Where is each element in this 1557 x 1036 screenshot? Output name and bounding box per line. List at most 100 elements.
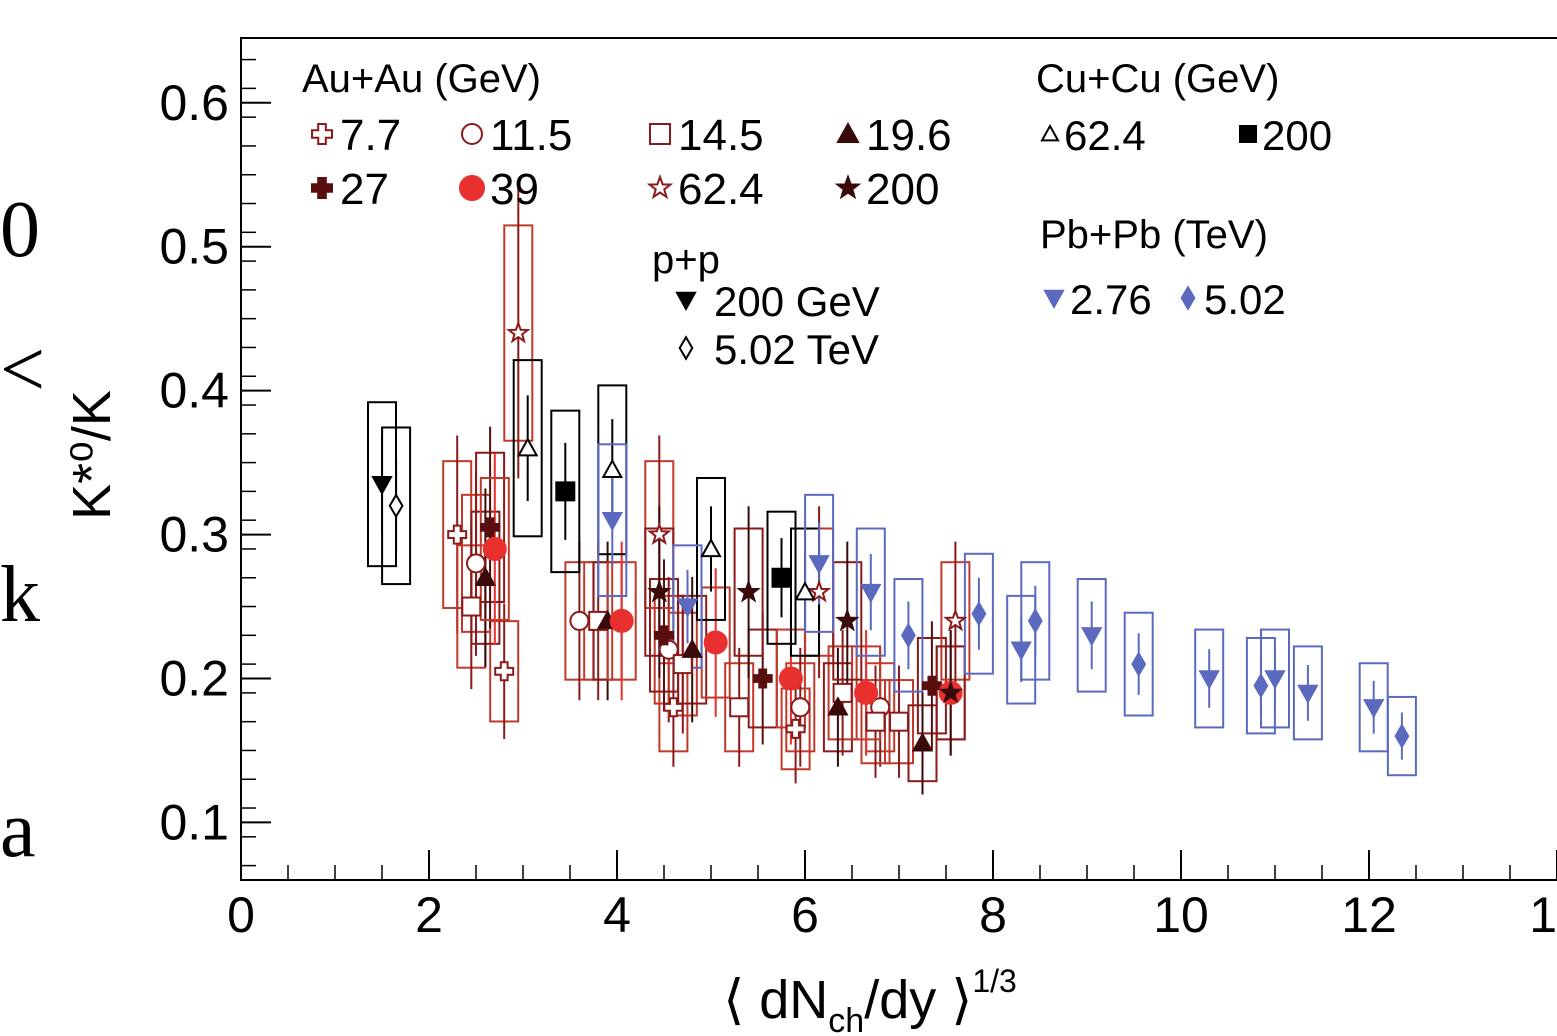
data-point bbox=[827, 696, 849, 716]
systematic-error-box bbox=[696, 476, 726, 621]
legend-label: 27 bbox=[340, 165, 389, 214]
data-point bbox=[736, 579, 761, 603]
legend-marker bbox=[459, 175, 485, 201]
data-point bbox=[889, 711, 909, 732]
data-point bbox=[752, 668, 773, 689]
data-point bbox=[601, 458, 623, 478]
data-point bbox=[461, 596, 482, 617]
legend-marker bbox=[836, 121, 860, 143]
y-axis-label: K*⁰/K bbox=[62, 390, 122, 520]
y-tick-label: 0.6 bbox=[159, 75, 229, 131]
data-point bbox=[806, 579, 832, 603]
data-point bbox=[371, 475, 393, 496]
cropped-margin-text-2: < bbox=[0, 326, 46, 414]
systematic-error-box bbox=[1194, 628, 1225, 729]
legend-title: Pb+Pb (TeV) bbox=[1040, 213, 1268, 257]
y-tick-label: 0.1 bbox=[159, 794, 229, 850]
plot-frame bbox=[240, 37, 1557, 881]
data-point bbox=[647, 521, 672, 545]
data-point bbox=[860, 583, 882, 604]
systematic-error-box bbox=[1386, 695, 1417, 777]
legend-marker bbox=[678, 335, 694, 361]
legend: Au+Au (GeV) 7.7 11.5 14.5 19.6 27 39 62.4 200 p+p… bbox=[302, 57, 1332, 373]
data-point bbox=[681, 638, 703, 658]
legend-title: Au+Au (GeV) bbox=[302, 57, 541, 101]
cropped-margin-text-1: 0 bbox=[0, 186, 40, 274]
y-tick-label: 0.3 bbox=[159, 507, 229, 563]
data-point bbox=[1081, 627, 1103, 647]
legend-marker bbox=[1180, 285, 1196, 311]
data-point bbox=[938, 680, 963, 704]
data-point bbox=[672, 654, 693, 675]
x-tick-label: 12 bbox=[1341, 887, 1397, 943]
systematic-error-box bbox=[766, 510, 797, 645]
x-axis-label: ⟨ dNch/dy ⟩1/3 bbox=[723, 963, 1017, 1036]
systematic-error-box bbox=[1076, 578, 1107, 693]
legend-label: 39 bbox=[490, 165, 539, 214]
data-point bbox=[1363, 699, 1385, 719]
data-point bbox=[1027, 608, 1043, 634]
data-point bbox=[771, 567, 792, 588]
legend-label: 7.7 bbox=[340, 111, 401, 160]
data-point bbox=[555, 481, 576, 502]
x-tick-label: 2 bbox=[415, 887, 443, 943]
legend-title: Cu+Cu (GeV) bbox=[1036, 57, 1279, 101]
data-point bbox=[609, 608, 634, 633]
systematic-error-box bbox=[1123, 611, 1154, 717]
legend-title: p+p bbox=[652, 238, 720, 282]
x-tick-label: 0 bbox=[227, 887, 255, 943]
legend-label: 2.76 bbox=[1070, 276, 1152, 323]
data-point bbox=[703, 630, 728, 655]
data-point bbox=[1394, 723, 1410, 749]
x-tick-label: 8 bbox=[979, 887, 1007, 943]
y-tick-label: 0.2 bbox=[159, 650, 229, 706]
cropped-margin-text-4: a bbox=[0, 786, 36, 874]
data-point bbox=[865, 711, 886, 732]
systematic-error-box bbox=[381, 426, 412, 586]
legend-marker bbox=[311, 123, 333, 145]
systematic-error-box bbox=[855, 527, 886, 657]
data-point bbox=[494, 661, 515, 682]
x-tick-label: 14 bbox=[1529, 887, 1557, 943]
x-tick-label: 4 bbox=[603, 887, 631, 943]
legend-marker bbox=[649, 123, 671, 145]
x-tick-label: 6 bbox=[791, 887, 819, 943]
data-point bbox=[1297, 684, 1319, 704]
systematic-error-box bbox=[963, 552, 994, 675]
legend-marker bbox=[675, 291, 697, 312]
data-point bbox=[676, 598, 699, 618]
data-layer bbox=[367, 187, 1417, 795]
data-point bbox=[447, 524, 468, 545]
legend-label: 200 GeV bbox=[714, 278, 880, 325]
legend-label: 5.02 bbox=[1204, 276, 1286, 323]
data-point bbox=[569, 610, 590, 631]
legend-marker bbox=[834, 174, 862, 200]
legend-label: 62.4 bbox=[1064, 112, 1146, 159]
systematic-error-box bbox=[804, 493, 835, 633]
legend-marker bbox=[646, 174, 674, 200]
legend-label: 11.5 bbox=[490, 111, 572, 160]
legend-label: 62.4 bbox=[678, 165, 764, 214]
data-point bbox=[971, 600, 987, 627]
data-point bbox=[835, 608, 860, 632]
legend-marker bbox=[311, 177, 333, 199]
systematic-error-box bbox=[1292, 645, 1323, 741]
y-tick-label: 0.5 bbox=[159, 219, 229, 275]
data-point bbox=[1264, 670, 1286, 690]
legend-label: 200 bbox=[1262, 112, 1332, 159]
data-point bbox=[647, 579, 672, 603]
data-point bbox=[601, 511, 623, 532]
data-point bbox=[1010, 641, 1032, 661]
data-point bbox=[474, 566, 497, 586]
x-tick-label: 10 bbox=[1153, 887, 1209, 943]
systematic-error-box bbox=[512, 359, 543, 538]
data-point bbox=[388, 492, 404, 519]
data-point bbox=[778, 666, 803, 691]
data-point bbox=[785, 718, 806, 739]
legend-marker bbox=[1043, 289, 1065, 310]
data-point bbox=[506, 320, 531, 344]
systematic-error-box bbox=[1020, 561, 1051, 681]
legend-label: 19.6 bbox=[866, 111, 952, 160]
